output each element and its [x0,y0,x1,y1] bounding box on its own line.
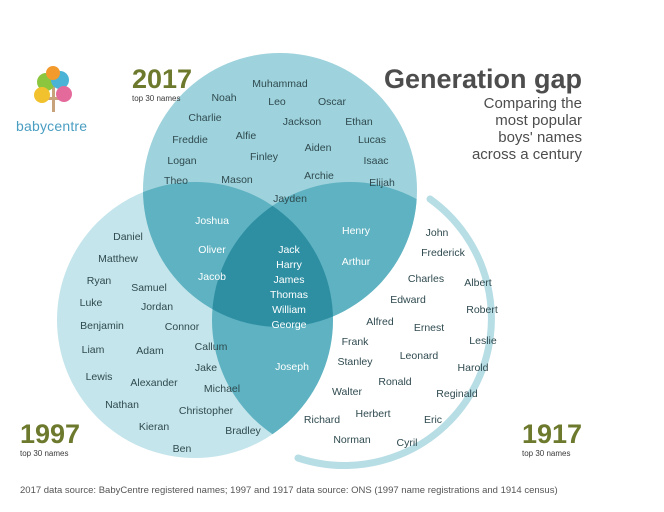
diagram-subtitle: Comparing the most popular boys' names a… [384,95,582,163]
name-label: Archie [304,170,334,182]
name-label: Logan [167,155,196,167]
subtitle-line: boys' names [498,129,582,146]
name-label: Michael [204,383,240,395]
year-1917: 1917 [522,419,583,449]
name-label: Connor [165,321,200,333]
name-label: Alexander [130,377,178,389]
name-label: Isaac [363,155,388,167]
name-label: Arthur [342,256,371,268]
name-label: Theo [164,175,188,187]
name-label: Jacob [198,271,226,283]
name-label: Norman [333,434,371,446]
name-label: Ryan [87,275,112,287]
title-block: Generation gap Comparing the most popula… [384,64,582,163]
name-label: Herbert [355,408,390,420]
name-label: Kieran [139,421,170,433]
diagram-title: Generation gap [383,64,582,94]
name-label: Oliver [198,244,226,256]
name-label: Finley [250,151,279,163]
babycentre-logo [34,66,72,112]
names-layer: Muhammad Noah Leo Oscar Charlie Jackson Ethan A… [80,78,498,455]
name-label: Thomas [270,289,308,301]
name-label: Alfie [236,130,257,142]
name-label: Leslie [469,335,497,347]
name-label: Leo [268,96,286,108]
year-1917-caption: top 30 names [522,449,571,458]
logo-leaf-pink [56,86,72,102]
data-source-footnote: 2017 data source: BabyCentre registered … [20,485,558,496]
name-label: Oscar [318,96,347,108]
name-label: Samuel [131,282,167,294]
name-label: Albert [464,277,492,289]
name-label: Ronald [378,376,411,388]
name-label: Stanley [337,356,373,368]
name-label: Richard [304,414,340,426]
subtitle-line: most popular [495,112,582,129]
name-label: Harry [276,259,302,271]
name-label: James [274,274,305,286]
name-label: William [272,304,306,316]
name-label: Ben [173,443,192,455]
name-label: Ethan [345,116,373,128]
name-label: Joshua [195,215,229,227]
year-2017: 2017 [132,64,193,94]
set-label-2017: 2017 top 30 names [132,64,193,104]
name-label: Lucas [358,134,386,146]
name-label: Joseph [275,361,309,373]
name-label: Jayden [273,193,307,205]
name-label: Jordan [141,301,173,313]
name-label: Jackson [283,116,322,128]
name-label: Benjamin [80,320,124,332]
name-label: Walter [332,386,362,398]
set-label-1997: 1997 top 30 names [20,419,81,459]
name-label: Jack [278,244,300,256]
name-label: Adam [136,345,164,357]
subtitle-line: across a century [471,146,582,163]
name-label: Nathan [105,399,139,411]
brand-logo-text: babycentre [16,118,88,134]
name-label: Frank [342,336,370,348]
name-label: Cyril [397,437,418,449]
name-label: Edward [390,294,426,306]
name-label: Daniel [113,231,143,243]
subtitle-line: Comparing the [483,95,582,112]
set-label-1917: 1917 top 30 names [522,419,583,459]
overlap-all-three [212,182,333,327]
name-label: Charles [408,273,444,285]
name-label: Leonard [400,350,439,362]
name-label: Frederick [421,247,466,259]
name-label: Charlie [188,112,221,124]
year-1997-caption: top 30 names [20,449,69,458]
name-label: Luke [80,297,103,309]
name-label: Matthew [98,253,138,265]
name-label: Ernest [414,322,444,334]
name-label: Lewis [86,371,113,383]
name-label: Reginald [436,388,478,400]
logo-leaf-yellow [34,87,50,103]
name-label: Henry [342,225,371,237]
name-label: John [426,227,449,239]
name-label: Jake [195,362,217,374]
name-label: Harold [458,362,489,374]
name-label: Muhammad [252,78,308,90]
name-label: Alfred [366,316,394,328]
logo-leaf-orange [46,66,60,80]
year-2017-caption: top 30 names [132,94,181,103]
name-label: Freddie [172,134,208,146]
year-1997: 1997 [20,419,81,449]
name-label: Mason [221,174,253,186]
name-label: Christopher [179,405,234,417]
name-label: Eric [424,414,442,426]
name-label: George [271,319,306,331]
1917-set-arc [294,195,495,470]
name-label: Aiden [305,142,332,154]
name-label: Callum [195,341,228,353]
name-label: Noah [211,92,236,104]
name-label: Robert [466,304,498,316]
name-label: Bradley [225,425,261,437]
name-label: Liam [82,344,105,356]
name-label: Elijah [369,177,395,189]
